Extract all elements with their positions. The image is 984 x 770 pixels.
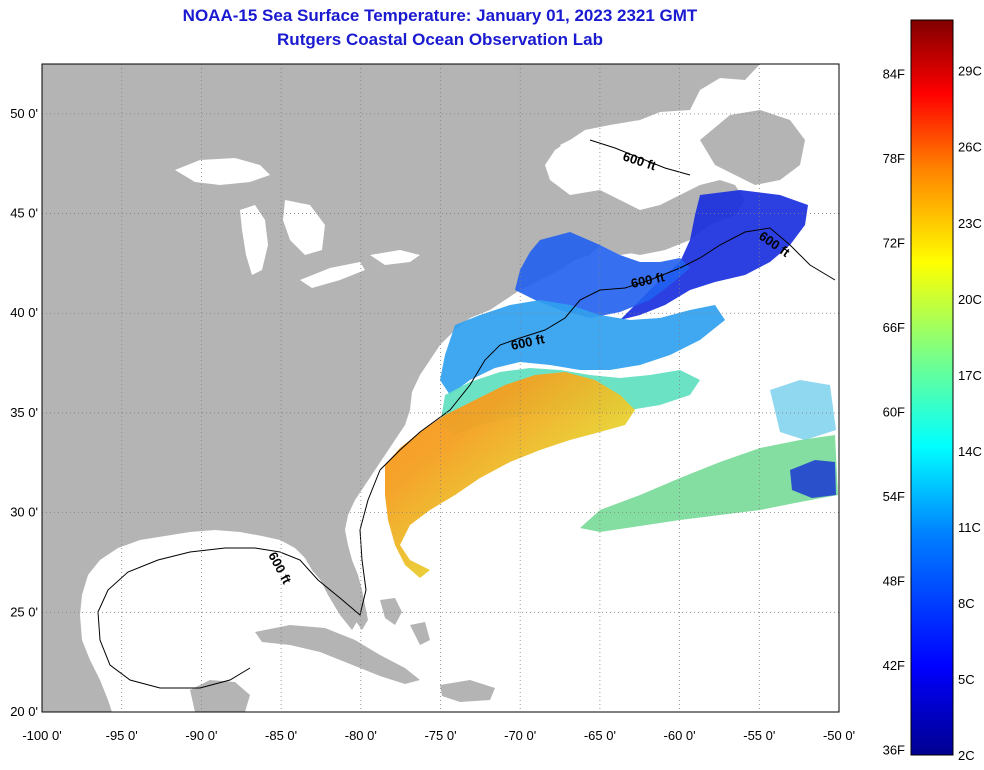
longitude-tick-label: -55 0' — [743, 728, 775, 743]
colorbar-f-label: 60F — [883, 404, 905, 419]
sst-swath-east-cold — [790, 460, 836, 498]
colorbar-f-label: 78F — [883, 151, 905, 166]
gulf-st-lawrence — [560, 130, 680, 200]
colorbar-f-label: 72F — [883, 235, 905, 250]
latitude-tick-label: 45 0' — [10, 206, 38, 221]
colorbar-c-label: 8C — [958, 596, 975, 611]
longitude-tick-label: -95 0' — [106, 728, 138, 743]
colorbar-c-label: 5C — [958, 672, 975, 687]
map-title: NOAA-15 Sea Surface Temperature: January… — [182, 6, 698, 25]
sst-swath-east-scattered — [770, 380, 836, 440]
colorbar-c-label: 2C — [958, 748, 975, 763]
lake-michigan — [240, 205, 268, 275]
contour-label: 600 ft — [630, 269, 667, 291]
isobath-600ft — [379, 227, 836, 471]
latitude-tick-label: 35 0' — [10, 405, 38, 420]
longitude-tick-label: -70 0' — [504, 728, 536, 743]
land-cuba — [255, 625, 420, 684]
colorbar-f-label: 42F — [883, 658, 905, 673]
colorbar-f-label: 48F — [883, 573, 905, 588]
latitude-axis: 20 0' 25 0' 30 0' 35 0' 40 0' 45 0' 50 0' — [10, 106, 38, 719]
lake-superior — [175, 158, 270, 185]
sst-swath-gulf-stream — [385, 372, 635, 578]
land-bahamas — [380, 598, 430, 645]
map-subtitle: Rutgers Coastal Ocean Observation Lab — [277, 30, 603, 49]
longitude-tick-label: -60 0' — [664, 728, 696, 743]
colorbar-f-label: 36F — [883, 742, 905, 757]
colorbar-c-label: 20C — [958, 292, 982, 307]
land-hispaniola — [440, 680, 495, 702]
sst-swath-cold-north — [620, 190, 808, 320]
sst-swath-shelf — [440, 300, 725, 395]
lake-ontario — [370, 250, 420, 265]
land-florida — [300, 540, 358, 630]
colorbar-c-label: 11C — [958, 520, 981, 535]
longitude-tick-label: -50 0' — [823, 728, 855, 743]
longitude-tick-label: -100 0' — [22, 728, 61, 743]
isobath-600ft-stlawrence — [589, 139, 691, 176]
lake-erie — [300, 262, 365, 288]
contour-label: 600 ft — [510, 331, 547, 353]
colorbar — [910, 19, 954, 756]
isobath-600ft-gulf — [97, 469, 381, 689]
colorbar-c-label: 23C — [958, 216, 982, 231]
colorbar-f-label: 84F — [883, 67, 905, 82]
longitude-tick-label: -80 0' — [345, 728, 377, 743]
colorbar-c-label: 17C — [958, 368, 982, 383]
latitude-tick-label: 20 0' — [10, 704, 38, 719]
land-north-america — [42, 64, 760, 712]
colorbar-fahrenheit-labels: 84F 78F 72F 66F 60F 54F 48F 42F 36F — [883, 67, 905, 758]
colorbar-celsius-labels: 29C 26C 23C 20C 17C 14C 11C 8C 5C 2C — [958, 64, 982, 763]
sst-swath-cold-gulf-maine — [515, 232, 690, 318]
latitude-tick-label: 50 0' — [10, 106, 38, 121]
colorbar-c-label: 14C — [958, 444, 982, 459]
longitude-axis: -100 0' -95 0' -90 0' -85 0' -80 0' -75 0' -70… — [22, 728, 855, 743]
latitude-tick-label: 25 0' — [10, 604, 38, 619]
latitude-tick-label: 30 0' — [10, 505, 38, 520]
longitude-tick-label: -90 0' — [185, 728, 217, 743]
colorbar-f-label: 66F — [883, 320, 905, 335]
map-frame — [41, 63, 840, 713]
colorbar-c-label: 26C — [958, 140, 982, 155]
longitude-tick-label: -85 0' — [265, 728, 297, 743]
land-nova-scotia — [600, 222, 690, 255]
colorbar-f-label: 54F — [883, 489, 905, 504]
longitude-tick-label: -65 0' — [584, 728, 616, 743]
colorbar-c-label: 29C — [958, 64, 982, 79]
latitude-tick-label: 40 0' — [10, 305, 38, 320]
land-yucatan — [190, 680, 250, 712]
longitude-tick-label: -75 0' — [424, 728, 456, 743]
sst-swath-east-patches — [580, 435, 838, 532]
land-newfoundland — [700, 110, 805, 185]
